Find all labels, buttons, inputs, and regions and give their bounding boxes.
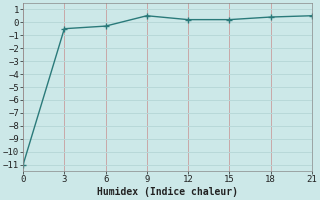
X-axis label: Humidex (Indice chaleur): Humidex (Indice chaleur) [97, 187, 238, 197]
